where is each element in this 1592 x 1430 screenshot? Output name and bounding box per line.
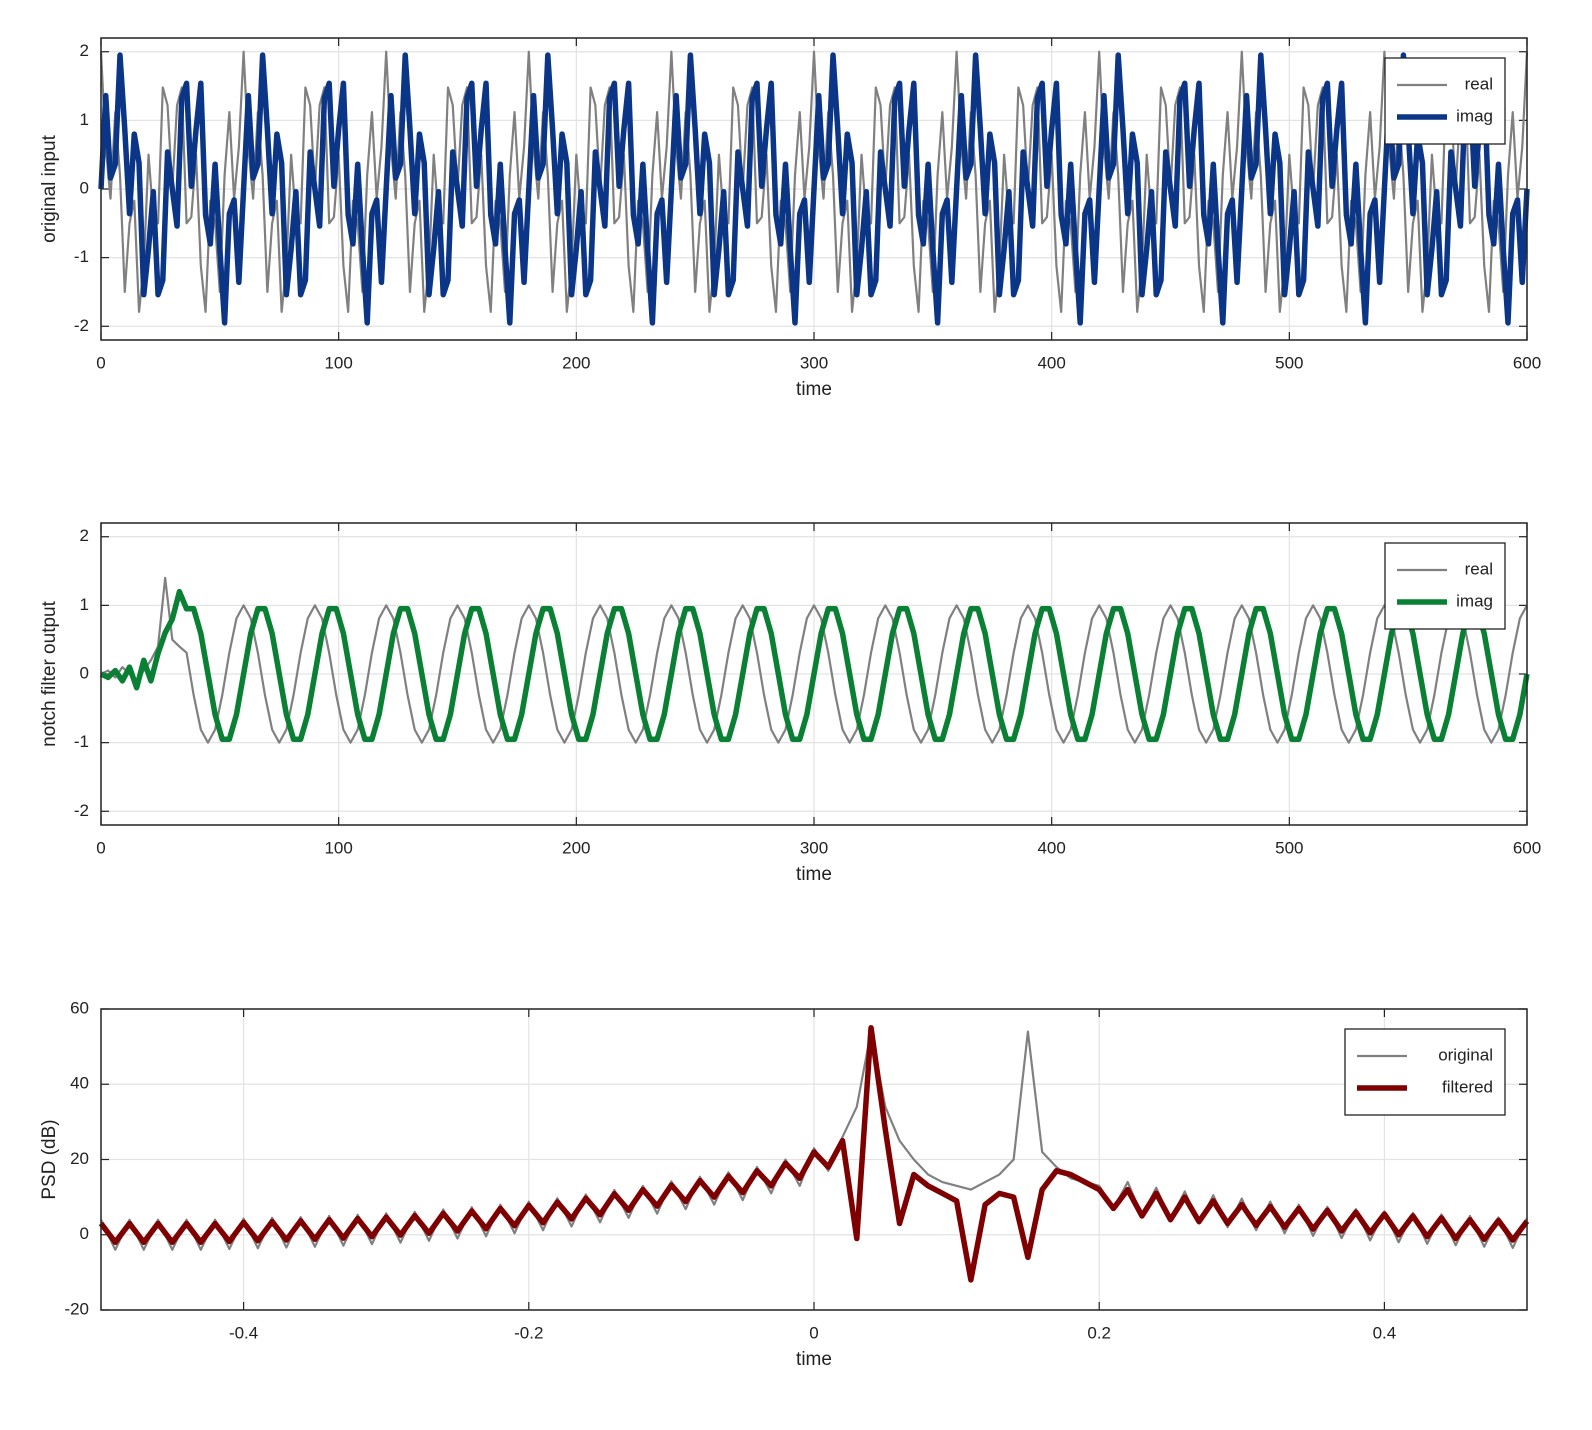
legend-box: [1344, 1028, 1506, 1116]
y-tick-label: 1: [80, 110, 89, 129]
x-tick-label: 400: [1037, 353, 1065, 372]
x-tick-label: 0.2: [1087, 1323, 1111, 1342]
subplot: 0 100 200 300 400 500 600 -2 -1 0 1 2 time notch filt…: [39, 522, 1541, 885]
axes-frame: [100, 522, 1528, 826]
y-tick-label: 2: [80, 41, 89, 60]
y-axis-label: original input: [39, 134, 60, 242]
y-tick-label: 20: [70, 1149, 89, 1168]
y-axis-label: notch filter output: [39, 600, 60, 746]
x-tick-label: 400: [1037, 838, 1065, 857]
x-tick-label: -0.4: [229, 1323, 258, 1342]
legend-label: imag: [1456, 591, 1493, 610]
x-tick-label: 0: [96, 353, 105, 372]
legend-label: original: [1438, 1045, 1493, 1064]
y-tick-label: -2: [74, 316, 89, 335]
x-tick-label: 0: [809, 1323, 818, 1342]
series-line: [98, 1025, 1530, 1283]
series-line: [98, 52, 1530, 326]
series-line: [99, 588, 1530, 742]
legend-label: filtered: [1442, 1077, 1493, 1096]
subplot: -0.4 -0.2 0 0.2 0.4 -20 0 20 40 60 time PSD (dB) ori…: [39, 998, 1530, 1370]
subplot: 0 100 200 300 400 500 600 -2 -1 0 1 2 time original i…: [39, 37, 1541, 400]
y-tick-label: -20: [64, 1299, 89, 1318]
y-tick-label: 60: [70, 998, 89, 1017]
y-tick-label: 2: [80, 526, 89, 545]
x-tick-label: 0: [96, 838, 105, 857]
y-tick-label: 40: [70, 1074, 89, 1093]
legend-box: [1384, 57, 1506, 145]
y-tick-label: -1: [74, 732, 89, 751]
y-axis-label: PSD (dB): [39, 1119, 60, 1199]
legend-label: real: [1465, 74, 1493, 93]
y-tick-label: 0: [80, 1224, 89, 1243]
legend: real imag: [1384, 542, 1506, 630]
x-tick-label: 600: [1513, 353, 1541, 372]
x-tick-label: 200: [562, 838, 590, 857]
axes-frame: [100, 1008, 1528, 1311]
series-line: [100, 576, 1528, 744]
y-tick-label: 0: [80, 178, 89, 197]
y-tick-label: -1: [74, 247, 89, 266]
x-tick-label: 500: [1275, 838, 1303, 857]
legend-label: imag: [1456, 106, 1493, 125]
legend-label: real: [1465, 559, 1493, 578]
x-tick-label: 300: [800, 353, 828, 372]
x-axis-label: time: [796, 1349, 832, 1370]
x-axis-label: time: [796, 864, 832, 885]
x-tick-label: 100: [324, 353, 352, 372]
x-tick-label: 500: [1275, 353, 1303, 372]
x-tick-label: -0.2: [514, 1323, 543, 1342]
x-tick-label: 200: [562, 353, 590, 372]
y-tick-label: -2: [74, 801, 89, 820]
x-tick-label: 600: [1513, 838, 1541, 857]
x-tick-label: 300: [800, 838, 828, 857]
legend: original filtered: [1344, 1028, 1506, 1116]
x-tick-label: 100: [324, 838, 352, 857]
x-tick-label: 0.4: [1373, 1323, 1397, 1342]
legend-box: [1384, 542, 1506, 630]
axes-frame: [100, 37, 1528, 341]
legend: real imag: [1384, 57, 1506, 145]
y-tick-label: 1: [80, 595, 89, 614]
x-axis-label: time: [796, 379, 832, 400]
y-tick-label: 0: [80, 663, 89, 682]
